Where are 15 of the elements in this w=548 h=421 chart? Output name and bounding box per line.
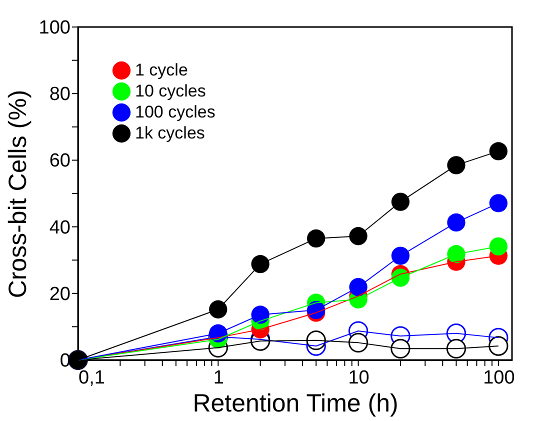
x-tick-label: 0,1	[78, 368, 105, 388]
y-axis-title: Cross-bit Cells (%)	[4, 90, 32, 298]
y-tick-label: 20	[49, 284, 70, 305]
legend-label: 1 cycle	[135, 60, 188, 80]
y-tick-label: 80	[49, 84, 70, 106]
legend-label: 100 cycles	[135, 102, 216, 122]
x-axis-title: Retention Time (h)	[192, 390, 398, 418]
y-tick-label: 60	[49, 150, 70, 172]
y-tick-label: 40	[49, 217, 70, 238]
x-tick-label: 100	[483, 368, 515, 388]
legend-label: 1k cycles	[135, 124, 205, 142]
x-tick-label: 1	[213, 368, 224, 388]
legend-label: 10 cycles	[135, 82, 206, 100]
x-tick-label: 10	[348, 368, 370, 388]
y-tick-label: 100	[38, 18, 70, 38]
